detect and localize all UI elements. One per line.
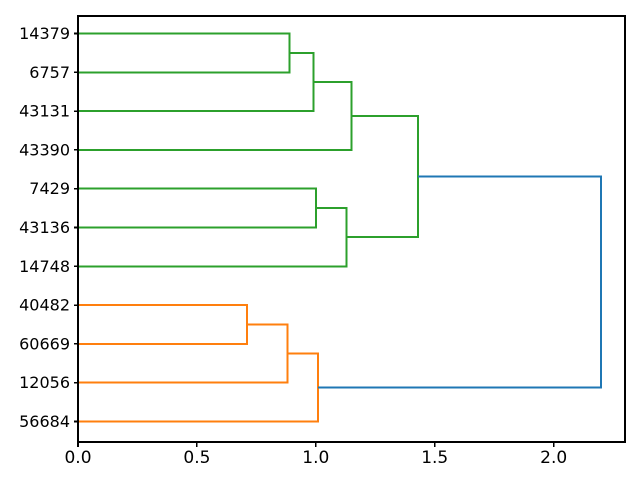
dendrogram-link — [346, 114, 420, 239]
dendrogram-link — [78, 32, 291, 74]
leaf-label: 12056 — [19, 373, 70, 392]
dendrogram-link — [78, 352, 320, 423]
leaf-label: 14379 — [19, 24, 70, 43]
dendrogram-link — [318, 175, 603, 389]
leaf-label: 6757 — [29, 63, 70, 82]
leaf-label: 7429 — [29, 179, 70, 198]
leaf-label: 60669 — [19, 334, 70, 353]
x-tick-label: 1.0 — [302, 448, 329, 468]
leaf-label: 56684 — [19, 412, 70, 431]
dendrogram-link — [78, 323, 289, 384]
x-tick-label: 0.5 — [183, 448, 210, 468]
leaf-label: 43390 — [19, 140, 70, 159]
axes-border — [77, 15, 626, 443]
leaf-label: 43131 — [19, 102, 70, 121]
dendrogram-link — [78, 81, 353, 151]
dendrogram-link — [78, 207, 348, 268]
leaf-label: 40482 — [19, 296, 70, 315]
dendrogram-link — [78, 51, 315, 113]
leaf-label: 43136 — [19, 218, 70, 237]
x-tick-label: 1.5 — [421, 448, 448, 468]
x-tick-label: 2.0 — [540, 448, 567, 468]
x-tick-label: 0.0 — [64, 448, 91, 468]
dendrogram-link — [78, 304, 248, 345]
dendrogram-link — [78, 187, 317, 229]
leaf-label: 14748 — [19, 257, 70, 276]
